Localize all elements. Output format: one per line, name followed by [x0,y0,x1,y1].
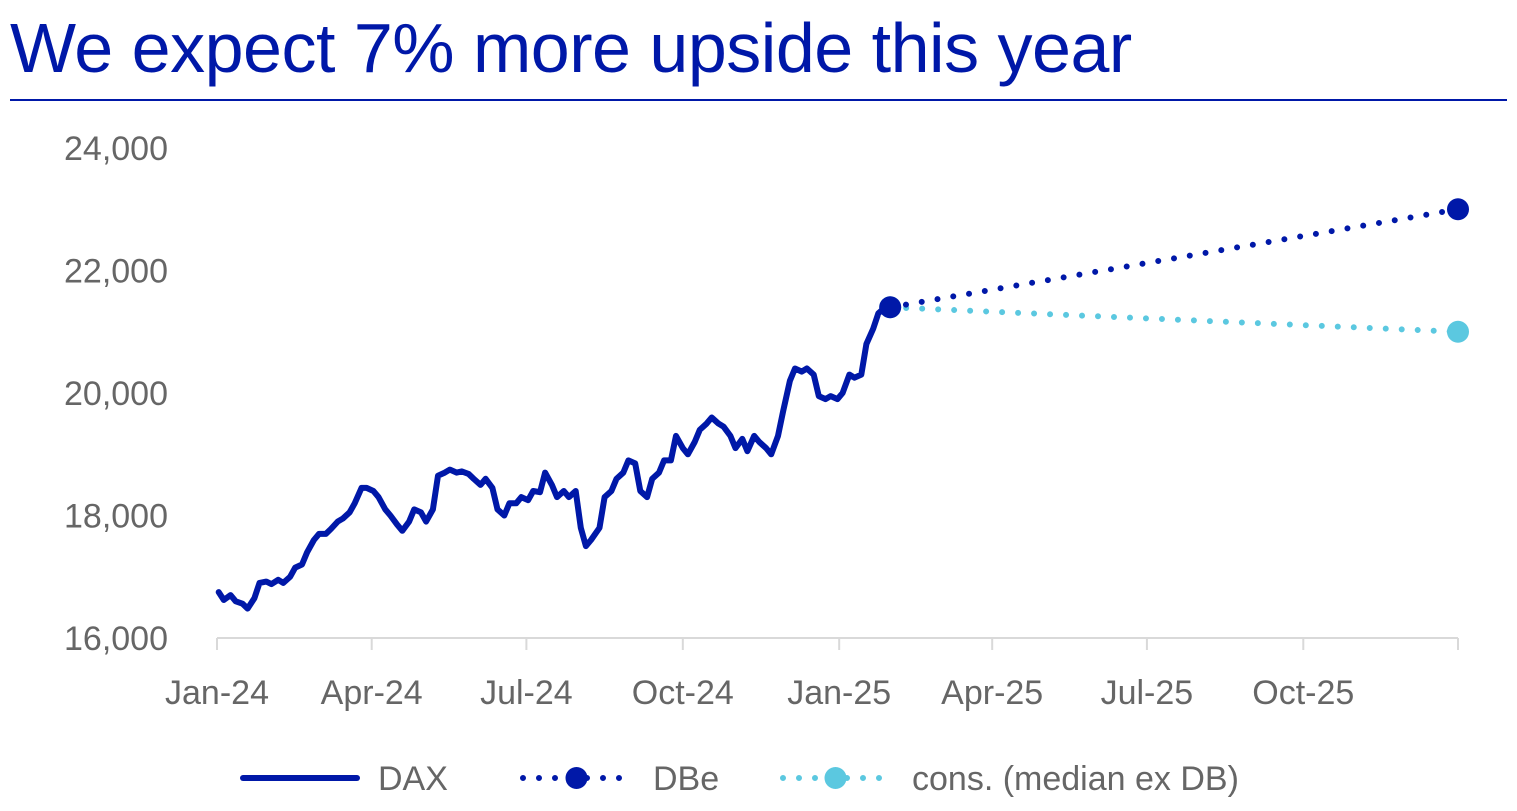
legend-label: cons. (median ex DB) [912,760,1239,798]
legend-marker [565,767,588,789]
x-tick-label: Apr-24 [321,674,423,712]
x-tick-label: Jul-25 [1101,674,1194,712]
series-line-dax [215,304,894,612]
y-tick-label: 22,000 [64,253,168,291]
series-marker [1447,320,1469,343]
x-tick-label: Oct-25 [1252,674,1354,712]
y-tick-label: 20,000 [64,375,168,413]
series-marker [1447,198,1469,221]
legend-item: cons. (median ex DB) [780,760,1239,798]
y-tick-label: 18,000 [64,498,168,536]
legend-item: DBe [520,760,719,798]
series-layer [215,198,1469,612]
legend-label: DAX [378,760,448,798]
y-axis: 16,000 18,000 20,000 22,000 24,000 [64,130,168,658]
title-underline [10,99,1507,101]
y-tick-label: 24,000 [64,130,168,168]
x-tick-label: Jan-25 [787,674,891,712]
legend-item: DAX [240,760,448,798]
legend: DAX DBe cons. (median ex DB) [240,760,1239,798]
legend-label: DBe [653,760,719,798]
x-tick-label: Oct-24 [632,674,734,712]
x-axis: Jan-24 Apr-24 Jul-24 Oct-24 Jan-25 Apr-25 Jul-… [165,637,1459,712]
x-tick-label: Apr-25 [941,674,1043,712]
y-tick-label: 16,000 [64,620,168,658]
x-tick-label: Jan-24 [165,674,269,712]
legend-marker [824,767,847,789]
series-line-dbe [887,206,1461,311]
chart-title: We expect 7% more upside this year [10,9,1132,87]
x-tick-label: Jul-24 [480,674,573,712]
series-line-cons-median-ex-db [887,304,1461,335]
